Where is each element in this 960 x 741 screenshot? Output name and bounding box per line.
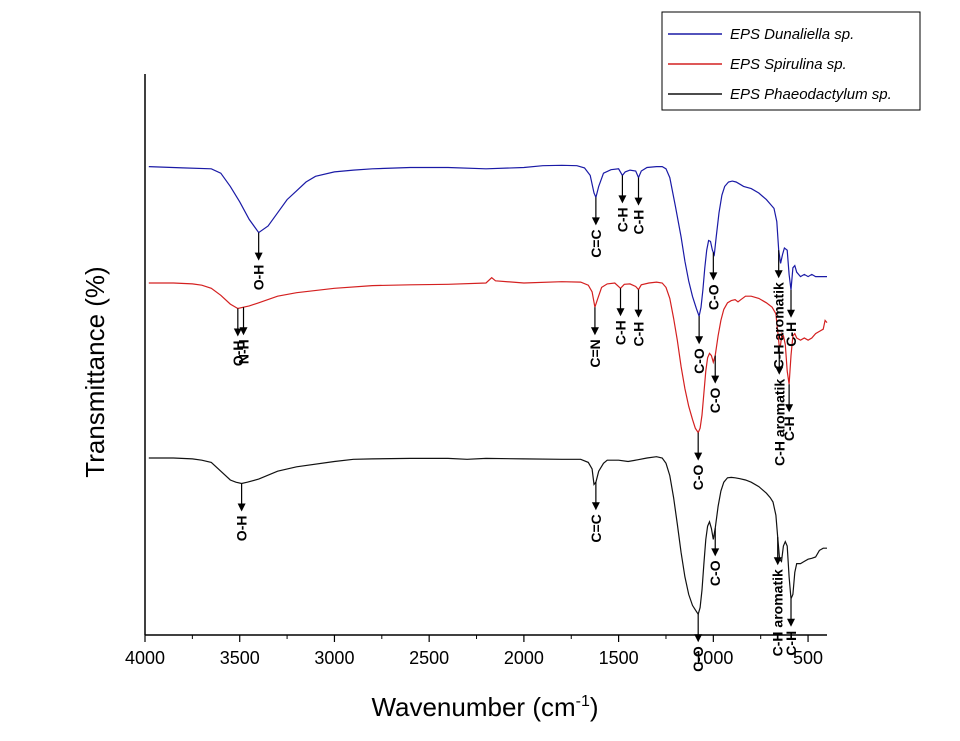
annotation-label: C-O bbox=[690, 646, 706, 672]
annotation-label: C-O bbox=[705, 284, 721, 310]
annotation-label: C-H aromatik bbox=[771, 282, 787, 369]
annotation-arrowhead bbox=[591, 217, 600, 226]
legend-label-1: EPS Dunaliella sp. bbox=[730, 26, 854, 43]
annotation-label: C-H bbox=[631, 210, 647, 235]
annotation-label: C-O bbox=[707, 560, 723, 586]
series-line-3 bbox=[148, 456, 827, 616]
annotation-arrowhead bbox=[711, 548, 720, 557]
legend-label-2: EPS Spirulina sp. bbox=[730, 56, 847, 73]
annotation-label: N-H bbox=[236, 339, 252, 364]
plot-area bbox=[148, 164, 828, 616]
series-line-2 bbox=[148, 276, 828, 434]
annotation-arrowhead bbox=[634, 309, 643, 318]
annotation-label: O-H bbox=[234, 516, 250, 542]
annotation-arrowhead bbox=[694, 452, 703, 461]
annotation-label: C-H bbox=[783, 322, 799, 347]
annotation-arrowhead bbox=[591, 502, 600, 511]
x-tick-label: 1000 bbox=[693, 648, 733, 668]
x-tick-label: 1500 bbox=[599, 648, 639, 668]
annotation-arrowhead bbox=[233, 328, 242, 337]
annotation-label: C-O bbox=[691, 348, 707, 374]
annotation-arrowhead bbox=[709, 272, 718, 281]
x-tick-label: 2000 bbox=[504, 648, 544, 668]
x-axis-title: Wavenumber (cm-1) bbox=[371, 692, 598, 722]
x-tick-label: 3500 bbox=[220, 648, 260, 668]
series-line-1 bbox=[148, 164, 827, 319]
annotation-label: C=C bbox=[588, 229, 604, 257]
annotation-label: C=N bbox=[587, 339, 603, 367]
annotation-label: C-H bbox=[614, 207, 630, 232]
annotation-arrowhead bbox=[254, 252, 263, 261]
x-tick-label: 2500 bbox=[409, 648, 449, 668]
annotation-label: O-H bbox=[230, 341, 246, 367]
annotation-arrowhead bbox=[237, 503, 246, 512]
annotation-arrowhead bbox=[787, 309, 796, 318]
annotation-arrowhead bbox=[773, 557, 782, 566]
annotation-label: C-H aromatik bbox=[771, 379, 787, 466]
annotation-arrowhead bbox=[634, 197, 643, 206]
annotation-label: C-H bbox=[631, 322, 647, 347]
annotation-arrowhead bbox=[695, 336, 704, 345]
annotation-arrowhead bbox=[785, 404, 794, 413]
legend-label-3: EPS Phaeodactylum sp. bbox=[730, 86, 892, 103]
annotation-arrowhead bbox=[711, 375, 720, 384]
annotation-arrowhead bbox=[590, 327, 599, 336]
x-tick-label: 500 bbox=[793, 648, 823, 668]
legend: EPS Dunaliella sp. EPS Spirulina sp. EPS P… bbox=[661, 11, 921, 111]
x-tick-label: 4000 bbox=[125, 648, 165, 668]
annotation-label: C-H bbox=[781, 416, 797, 441]
annotation-label: O-H bbox=[251, 265, 267, 291]
annotation-arrowhead bbox=[774, 270, 783, 279]
annotation-arrowhead bbox=[616, 308, 625, 317]
y-axis-title: Transmittance (%) bbox=[80, 266, 110, 477]
annotation-arrowhead bbox=[239, 327, 248, 336]
annotation-label: C-H bbox=[613, 320, 629, 345]
annotation-arrowhead bbox=[694, 634, 703, 643]
axes: 4000 3500 3000 2500 2000 1500 1000 500 bbox=[125, 74, 827, 668]
annotation-arrowhead bbox=[618, 195, 627, 204]
annotation-label: C-O bbox=[690, 464, 706, 490]
annotation-label: C-H bbox=[783, 631, 799, 656]
annotation-label: C=C bbox=[588, 514, 604, 542]
annotation-arrowhead bbox=[775, 366, 784, 375]
annotation-label: C-O bbox=[707, 387, 723, 413]
x-tick-label: 3000 bbox=[314, 648, 354, 668]
annotation-arrowhead bbox=[787, 618, 796, 627]
